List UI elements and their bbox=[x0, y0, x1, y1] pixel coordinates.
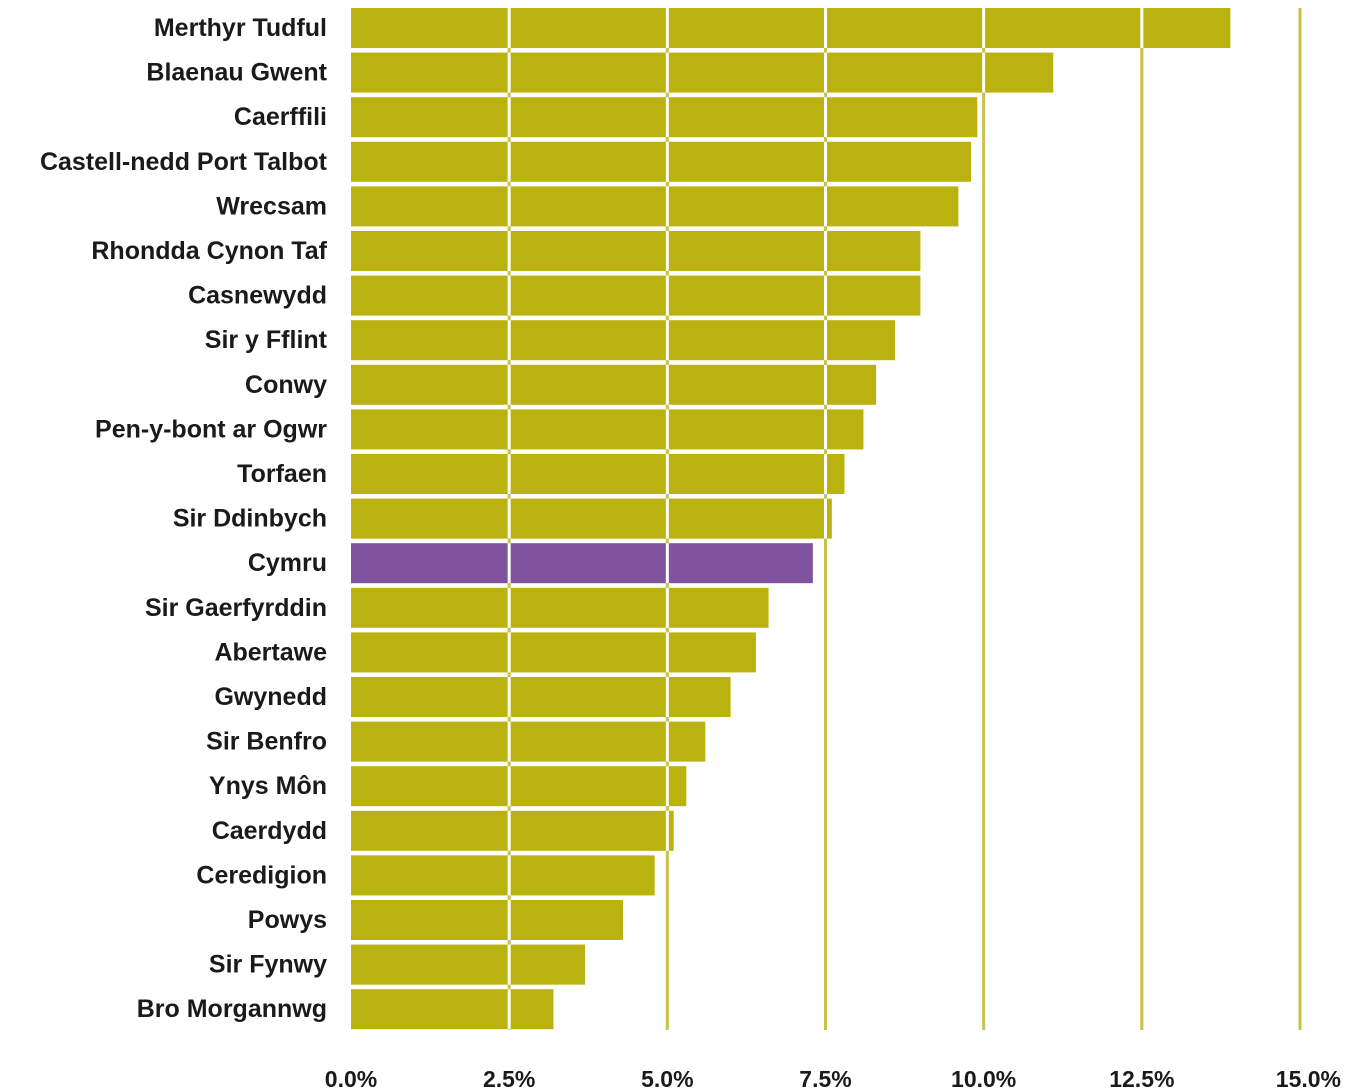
bar bbox=[351, 8, 1231, 48]
bar bbox=[351, 275, 921, 316]
x-tick-label: 2.5% bbox=[483, 1066, 535, 1091]
x-tick-label: 15.0% bbox=[1276, 1066, 1341, 1091]
bar-highlight bbox=[351, 543, 813, 584]
bar bbox=[351, 364, 877, 405]
x-tick-label: 0.0% bbox=[325, 1066, 377, 1091]
category-label: Ceredigion bbox=[196, 861, 327, 889]
bar bbox=[351, 989, 554, 1030]
category-label: Sir Fynwy bbox=[209, 951, 327, 979]
bar bbox=[351, 766, 687, 807]
bar bbox=[351, 141, 972, 182]
bar bbox=[351, 810, 674, 851]
category-label: Powys bbox=[248, 906, 327, 934]
category-label: Rhondda Cynon Taf bbox=[91, 237, 327, 265]
bars-layer bbox=[351, 8, 1231, 1030]
category-label: Casnewydd bbox=[188, 282, 327, 310]
bar bbox=[351, 409, 864, 450]
category-label: Bro Morgannwg bbox=[137, 995, 327, 1023]
bar bbox=[351, 186, 959, 227]
grid-overlay-layer bbox=[507, 8, 1144, 1030]
category-label: Castell-nedd Port Talbot bbox=[40, 148, 328, 176]
bar bbox=[351, 677, 731, 717]
category-label: Conwy bbox=[245, 371, 327, 399]
x-tick-label: 7.5% bbox=[799, 1066, 851, 1091]
x-tick-label: 12.5% bbox=[1109, 1066, 1174, 1091]
bar bbox=[351, 944, 586, 985]
category-label: Sir y Fflint bbox=[205, 326, 328, 354]
category-label: Torfaen bbox=[237, 460, 327, 488]
bar bbox=[351, 454, 845, 494]
x-tick-label: 5.0% bbox=[641, 1066, 693, 1091]
bar bbox=[351, 855, 655, 896]
bar bbox=[351, 231, 921, 271]
bar bbox=[351, 498, 832, 539]
category-label: Pen-y-bont ar Ogwr bbox=[95, 415, 327, 443]
category-labels: Merthyr Tudful Blaenau Gwent Caerffili Cast… bbox=[40, 14, 328, 1023]
category-label: Sir Ddinbych bbox=[173, 505, 327, 533]
bar bbox=[351, 320, 896, 361]
bar bbox=[351, 97, 978, 138]
category-label: Ynys Môn bbox=[209, 772, 327, 800]
category-label: Abertawe bbox=[214, 638, 327, 666]
bar bbox=[351, 587, 769, 628]
category-label: Wrecsam bbox=[216, 192, 327, 220]
category-label: Blaenau Gwent bbox=[146, 59, 327, 87]
bar bbox=[351, 721, 706, 762]
bar bbox=[351, 632, 756, 673]
bar bbox=[351, 52, 1054, 93]
x-axis-tick-labels: 0.0% 2.5% 5.0% 7.5% 10.0% 12.5% 15.0% bbox=[325, 1066, 1341, 1091]
category-label: Caerffili bbox=[234, 103, 327, 131]
category-label: Sir Gaerfyrddin bbox=[145, 594, 327, 622]
category-label: Merthyr Tudful bbox=[154, 14, 327, 42]
category-label: Cymru bbox=[248, 549, 327, 577]
category-label: Caerdydd bbox=[212, 817, 327, 845]
x-tick-label: 10.0% bbox=[951, 1066, 1016, 1091]
category-label: Gwynedd bbox=[214, 683, 327, 711]
category-label: Sir Benfro bbox=[206, 728, 327, 756]
bar bbox=[351, 900, 624, 940]
